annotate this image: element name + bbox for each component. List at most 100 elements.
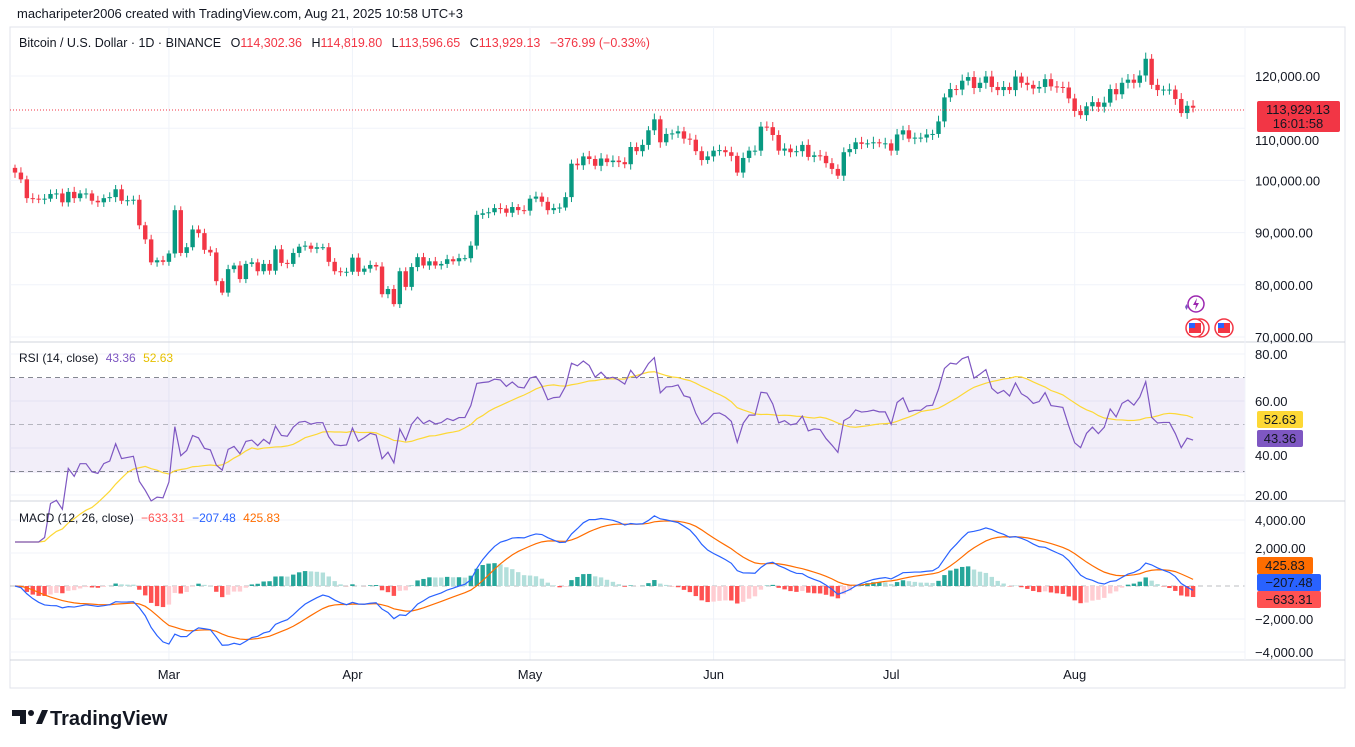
macd-histogram-bar	[1119, 586, 1125, 588]
macd-histogram-bar	[516, 572, 521, 586]
price-tick-label: 120,000.00	[1255, 69, 1320, 84]
candle-body	[220, 281, 225, 293]
macd-histogram-bar	[202, 584, 207, 586]
macd-histogram-bar	[379, 586, 385, 591]
macd-histogram-bar	[740, 586, 746, 602]
candle-body	[403, 271, 408, 287]
macd-histogram-bar	[527, 575, 533, 586]
macd-histogram-bar	[942, 575, 947, 586]
candle-body	[581, 156, 586, 166]
candle-body	[291, 252, 296, 264]
macd-histogram-bar	[95, 586, 101, 588]
macd-histogram-bar	[877, 582, 882, 586]
macd-histogram-bar	[77, 586, 83, 589]
macd-histogram-bar	[794, 586, 799, 592]
macd-histogram-bar	[1072, 586, 1077, 601]
macd-histogram-bar	[551, 585, 556, 586]
candle-body	[622, 162, 627, 165]
candle-body	[474, 214, 479, 246]
macd-badge: −207.48	[1257, 574, 1321, 591]
macd-histogram-bar	[54, 586, 59, 593]
us-flag-event-icon[interactable]	[1185, 318, 1210, 338]
candle-body	[658, 119, 663, 143]
candle-body	[1007, 86, 1012, 91]
macd-histogram-bar	[279, 576, 284, 586]
rsi-legend: RSI (14, close) 43.36 52.63	[19, 351, 173, 365]
candle-body	[954, 89, 959, 91]
candle-body	[894, 134, 900, 151]
candle-body	[1096, 102, 1101, 107]
candle-body	[1025, 82, 1030, 85]
macd-histogram-bar	[622, 586, 627, 587]
macd-histogram-bar	[610, 581, 616, 586]
macd-histogram-bar	[971, 569, 977, 586]
candle-body	[675, 131, 681, 134]
candle-body	[735, 155, 740, 173]
macd-histogram-bar	[267, 581, 272, 586]
candle-body	[504, 208, 509, 213]
candle-body	[989, 76, 994, 87]
macd-histogram-bar	[137, 586, 142, 590]
candle-body	[409, 267, 414, 287]
macd-histogram-bar	[906, 581, 912, 586]
candle-body	[551, 208, 556, 211]
candle-body	[965, 77, 971, 81]
macd-histogram-bar	[575, 576, 580, 586]
candle-body	[12, 167, 18, 173]
macd-histogram-bar	[1102, 586, 1107, 598]
macd-histogram-bar	[125, 584, 130, 586]
macd-histogram-bar	[983, 572, 989, 586]
candle-body	[1108, 89, 1113, 103]
candle-body	[368, 264, 373, 269]
candle-body	[829, 163, 835, 169]
lightning-event-icon[interactable]	[1185, 295, 1205, 313]
macd-title: MACD (12, 26, close)	[19, 511, 134, 525]
macd-histogram-bar	[1179, 586, 1184, 596]
macd-histogram-bar	[60, 586, 65, 594]
candle-body	[148, 239, 154, 263]
candle-body	[794, 151, 799, 153]
candle-body	[415, 257, 420, 268]
rsi-value: 43.36	[106, 351, 136, 365]
candle-body	[539, 196, 545, 202]
candle-body	[640, 144, 645, 152]
high-label: H	[311, 36, 320, 50]
macd-histogram-bar	[148, 586, 154, 603]
rsi-ma-badge: 52.63	[1257, 411, 1303, 428]
candle-body	[72, 191, 77, 199]
candle-body	[60, 193, 65, 203]
macd-histogram-bar	[225, 586, 231, 595]
macd-histogram-bar	[1184, 586, 1190, 597]
macd-histogram-bar	[427, 577, 432, 586]
change-value: −376.99 (−0.33%)	[550, 36, 650, 50]
candle-body	[770, 127, 775, 135]
candle-body	[125, 200, 130, 202]
macd-histogram-bar	[1019, 586, 1024, 588]
macd-histogram-bar	[746, 586, 752, 599]
us-flag-event-icon[interactable]	[1214, 318, 1234, 338]
macd-histogram-bar	[658, 583, 663, 586]
candle-body	[723, 150, 728, 153]
candle-body	[1054, 86, 1060, 88]
candle-body	[764, 126, 770, 128]
macd-histogram-bar	[930, 582, 935, 586]
macd-histogram-bar	[456, 577, 462, 586]
candle-body	[214, 252, 219, 282]
macd-histogram-bar	[1048, 586, 1054, 593]
candle-body	[835, 168, 841, 176]
macd-histogram-bar	[66, 586, 71, 591]
macd-histogram-bar	[563, 586, 568, 587]
candle-body	[776, 134, 781, 151]
macd-histogram-bar	[433, 577, 438, 586]
macd-histogram-bar	[462, 577, 468, 586]
candle-body	[557, 207, 562, 209]
candle-body	[166, 253, 172, 262]
chart-frame	[9, 26, 1346, 689]
macd-histogram-bar	[480, 565, 485, 586]
macd-histogram-bar	[184, 586, 189, 592]
candle-body	[942, 97, 947, 122]
candle-body	[178, 210, 183, 253]
macd-histogram-bar	[1125, 584, 1131, 586]
macd-histogram-bar	[717, 586, 722, 601]
